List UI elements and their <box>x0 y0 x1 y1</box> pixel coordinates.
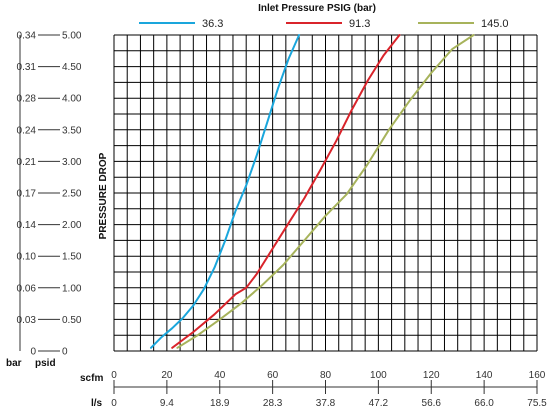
y-tick-label-bar: 0.10 <box>17 252 37 263</box>
x-tick-label-ls: 75.5 <box>527 398 547 408</box>
y-unit-bar: bar <box>6 358 22 369</box>
y-tick-label-psid: 0 <box>62 347 68 358</box>
x-tick-label-scfm: 120 <box>423 370 440 381</box>
legend-label-3: 145.0 <box>481 18 509 30</box>
y-tick-label-psid: 0.50 <box>62 315 82 326</box>
y-axis-label: PRESSURE DROP <box>98 152 109 239</box>
series-line-3 <box>176 34 475 349</box>
x-tick-label-scfm: 100 <box>370 370 387 381</box>
curves <box>150 34 475 349</box>
x-tick-label-ls: 56.6 <box>422 398 442 408</box>
x-tick-label-scfm: 40 <box>214 370 226 381</box>
x-tick-label-ls: 66.0 <box>474 398 494 408</box>
x-tick-label-ls: 0 <box>111 398 117 408</box>
legend: 36.3 91.3 145.0 <box>139 18 509 30</box>
grid <box>113 34 538 352</box>
y-tick-label-psid: 3.00 <box>62 157 82 168</box>
legend-label-1: 36.3 <box>202 18 223 30</box>
y-tick-label-bar: 0.31 <box>17 62 37 73</box>
y-tick-label-bar: 0 <box>30 347 36 358</box>
x-tick-label-scfm: 60 <box>267 370 279 381</box>
y-tick-label-bar: 0.28 <box>17 94 37 105</box>
x-tick-label-ls: 9.4 <box>160 398 174 408</box>
x-unit-scfm: scfm <box>80 373 103 384</box>
legend-label-2: 91.3 <box>349 18 370 30</box>
x-tick-label-scfm: 140 <box>476 370 493 381</box>
y-tick-label-psid: 1.00 <box>62 283 82 294</box>
series-line-1 <box>150 34 301 349</box>
x-tick-label-scfm: 0 <box>111 370 117 381</box>
y-tick-label-bar: 0.03 <box>17 315 37 326</box>
y-tick-label-psid: 4.00 <box>62 94 82 105</box>
y-tick-label-psid: 2.00 <box>62 220 82 231</box>
y-tick-label-bar: 0.21 <box>17 157 37 168</box>
x-tick-label-ls: 37.8 <box>316 398 336 408</box>
x-axis: 0 0 20 9.4 40 18.9 60 28.3 80 37.8 100 47.2 120 56.6 1… <box>111 370 547 408</box>
series-line-2 <box>171 34 401 349</box>
y-unit-psid: psid <box>35 358 56 369</box>
x-tick-label-scfm: 20 <box>161 370 173 381</box>
y-tick-label-bar: 0.34 <box>17 31 37 42</box>
x-tick-label-scfm: 80 <box>320 370 332 381</box>
x-tick-label-ls: 28.3 <box>263 398 283 408</box>
y-tick-label-bar: 0.14 <box>17 220 37 231</box>
y-tick-label-bar: 0.06 <box>17 283 37 294</box>
y-axis: 0 0 0.03 0.50 0.06 1.00 0.10 1.50 0.14 2.00 0.17 2.… <box>17 31 82 358</box>
y-tick-label-psid: 2.50 <box>62 189 82 200</box>
y-tick-label-bar: 0.24 <box>17 125 37 136</box>
y-tick-label-psid: 5.00 <box>62 31 82 42</box>
x-tick-label-scfm: 160 <box>529 370 546 381</box>
y-tick-label-psid: 4.50 <box>62 62 82 73</box>
x-tick-label-ls: 18.9 <box>210 398 230 408</box>
y-tick-label-bar: 0.17 <box>17 189 37 200</box>
y-tick-label-psid: 3.50 <box>62 125 82 136</box>
x-unit-ls: l/s <box>91 398 103 408</box>
chart-title: Inlet Pressure PSIG (bar) <box>258 3 376 14</box>
y-tick-label-psid: 1.50 <box>62 252 82 263</box>
x-tick-label-ls: 47.2 <box>369 398 389 408</box>
